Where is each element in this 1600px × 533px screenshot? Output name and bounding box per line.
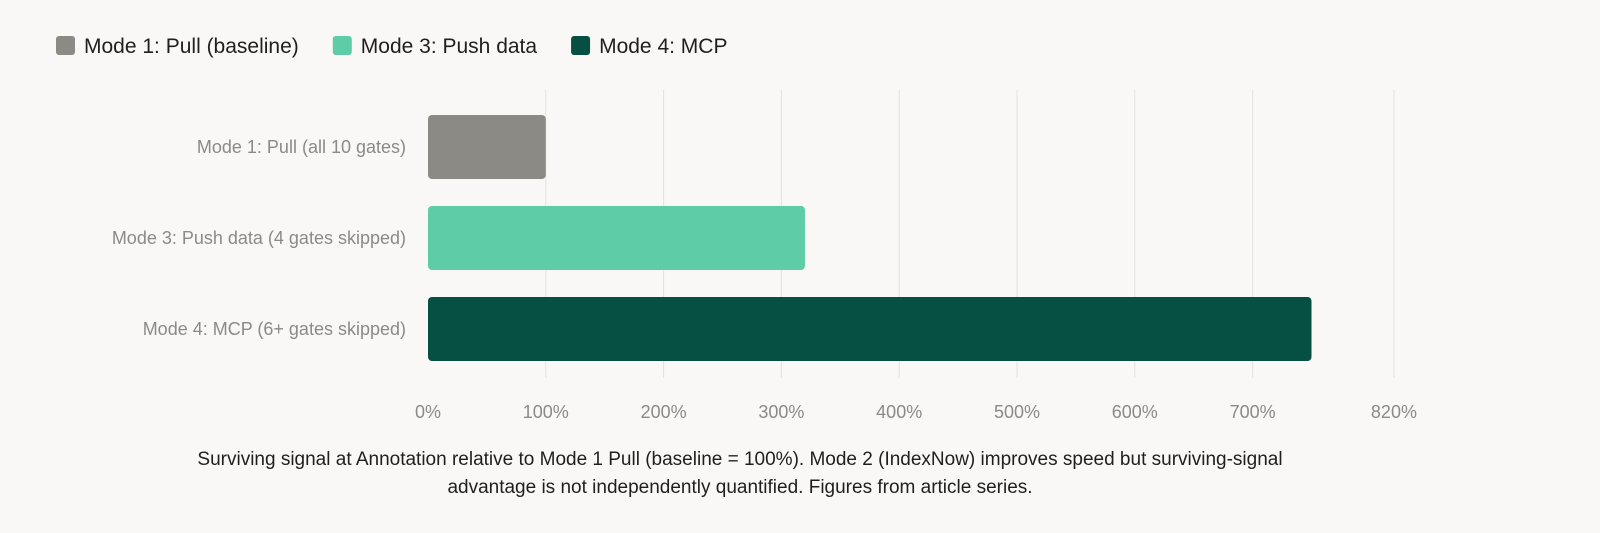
legend-swatch-0	[56, 36, 75, 55]
legend-swatch-2	[571, 36, 591, 55]
bar-0	[428, 115, 546, 179]
legend-swatch-1	[332, 36, 352, 55]
x-tick-label-0: 0%	[415, 402, 441, 422]
legend: Mode 1: Pull (baseline) Mode 3: Push data…	[56, 35, 727, 58]
category-label-2: Mode 4: MCP (6+ gates skipped)	[143, 319, 406, 339]
bar-1	[428, 206, 805, 270]
x-tick-label-5: 500%	[994, 402, 1040, 422]
x-tick-label-8: 820%	[1371, 402, 1417, 422]
chart-caption: Surviving signal at Annotation relative …	[197, 449, 1282, 498]
legend-label-2: Mode 4: MCP	[599, 35, 727, 58]
x-tick-label-1: 100%	[523, 402, 569, 422]
x-tick-label-4: 400%	[876, 402, 922, 422]
x-axis-tick-labels: 0% 100% 200% 300% 400% 500% 600% 700% 820%	[415, 402, 1417, 422]
category-label-0: Mode 1: Pull (all 10 gates)	[197, 137, 406, 157]
x-tick-label-2: 200%	[641, 402, 687, 422]
bars	[428, 115, 1312, 361]
x-tick-label-3: 300%	[758, 402, 804, 422]
legend-label-1: Mode 3: Push data	[361, 35, 538, 58]
x-tick-label-6: 600%	[1112, 402, 1158, 422]
bar-2	[428, 297, 1312, 361]
legend-label-0: Mode 1: Pull (baseline)	[84, 35, 299, 58]
category-label-1: Mode 3: Push data (4 gates skipped)	[112, 228, 406, 248]
caption-line-0: Surviving signal at Annotation relative …	[197, 449, 1282, 470]
caption-line-1: advantage is not independently quantifie…	[447, 477, 1032, 498]
x-tick-label-7: 700%	[1230, 402, 1276, 422]
category-labels: Mode 1: Pull (all 10 gates) Mode 3: Push …	[112, 137, 406, 339]
